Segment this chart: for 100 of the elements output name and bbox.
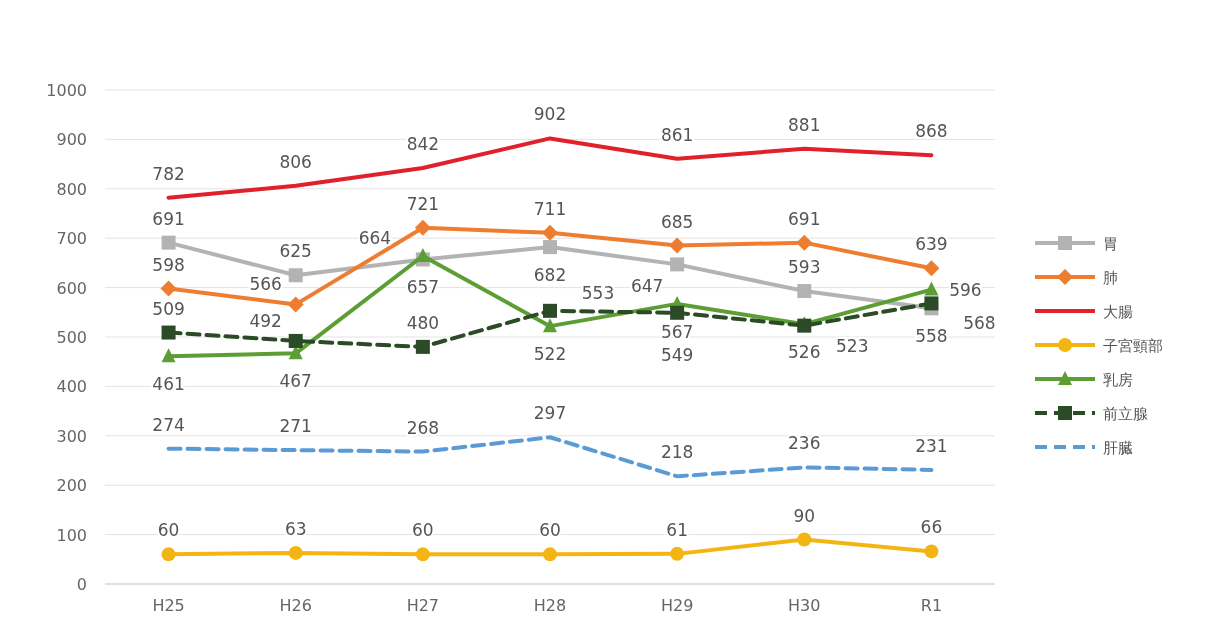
data-label: 568 — [963, 313, 996, 334]
data-label: 60 — [412, 520, 434, 541]
point — [670, 257, 685, 272]
point — [161, 325, 176, 340]
legend-label: 肝臓 — [1103, 439, 1133, 457]
data-label: 598 — [152, 254, 185, 275]
data-label: 625 — [279, 241, 312, 262]
data-label: 218 — [660, 442, 694, 463]
point — [924, 281, 939, 296]
x-tick-label: H29 — [660, 596, 694, 615]
point — [415, 339, 430, 354]
data-label: 549 — [660, 344, 694, 365]
x-tick-label: H30 — [788, 596, 821, 615]
data-label: 231 — [915, 435, 948, 456]
data-label: 657 — [406, 277, 440, 298]
data-label: 467 — [279, 371, 312, 392]
data-label: 492 — [249, 310, 282, 331]
point — [161, 348, 176, 363]
data-label: 461 — [152, 374, 185, 395]
y-tick-label: 500 — [56, 328, 87, 347]
point — [288, 268, 303, 283]
point — [288, 345, 303, 360]
point — [923, 260, 940, 277]
point — [543, 318, 557, 333]
point — [161, 547, 176, 562]
point — [796, 234, 813, 251]
data-label: 902 — [533, 104, 567, 125]
x-tick-label: H26 — [279, 596, 312, 615]
y-tick-label: 700 — [56, 229, 87, 249]
data-label: 63 — [284, 518, 307, 539]
point — [543, 240, 557, 255]
y-tick-label: 300 — [56, 426, 87, 446]
y-tick-label: 1000 — [46, 81, 87, 100]
point — [543, 303, 557, 318]
data-label: 596 — [949, 279, 982, 300]
data-label: 647 — [630, 276, 664, 297]
x-tick-label: H27 — [406, 596, 440, 615]
y-tick-label: 800 — [56, 179, 87, 199]
point — [670, 305, 685, 320]
point — [288, 333, 303, 348]
data-label: 567 — [660, 321, 694, 342]
data-label: 90 — [793, 505, 816, 526]
x-tick-label: R1 — [920, 596, 943, 615]
x-tick-label: H28 — [533, 596, 567, 615]
data-label: 782 — [152, 163, 185, 184]
point — [669, 237, 686, 254]
y-tick-label: 0 — [76, 575, 87, 594]
point — [670, 546, 685, 561]
y-tick-label: 400 — [56, 377, 87, 397]
legend-label: 子宮頸部 — [1103, 337, 1163, 355]
legend-label: 胃 — [1103, 235, 1118, 253]
point — [924, 544, 939, 559]
data-label: 842 — [406, 134, 440, 155]
data-label: 271 — [279, 416, 312, 437]
y-tick-label: 200 — [56, 476, 87, 496]
point — [415, 547, 430, 562]
legend-label: 乳房 — [1103, 371, 1133, 389]
data-label: 268 — [406, 417, 440, 438]
point — [543, 547, 557, 562]
data-label: 639 — [915, 234, 948, 255]
data-label: 523 — [836, 335, 869, 356]
data-label: 274 — [152, 414, 185, 435]
data-label: 526 — [788, 342, 821, 363]
y-tick-label: 100 — [56, 525, 87, 545]
data-label: 509 — [152, 298, 185, 319]
legend-label: 前立腺 — [1103, 405, 1148, 423]
data-label: 60 — [539, 520, 561, 541]
point — [797, 284, 812, 299]
data-label: 664 — [358, 227, 392, 248]
point — [287, 296, 304, 313]
point — [414, 219, 431, 236]
data-label: 566 — [249, 274, 282, 295]
data-label: 711 — [533, 198, 567, 219]
legend-label: 大腸 — [1103, 303, 1133, 321]
data-label: 868 — [915, 121, 948, 142]
data-label: 685 — [660, 211, 694, 232]
data-label: 691 — [152, 208, 185, 229]
y-tick-label: 600 — [56, 278, 87, 298]
data-label: 881 — [788, 114, 821, 135]
data-label: 691 — [788, 208, 821, 229]
data-label: 61 — [666, 519, 688, 540]
data-label: 806 — [279, 151, 312, 172]
point — [160, 280, 177, 297]
y-tick-label: 900 — [56, 130, 87, 150]
data-label: 66 — [920, 517, 943, 538]
data-label: 480 — [406, 312, 440, 333]
point — [161, 235, 176, 250]
point — [288, 545, 303, 560]
data-label: 593 — [788, 257, 821, 278]
data-label: 522 — [533, 344, 567, 365]
data-label: 682 — [533, 265, 567, 286]
legend-label: 肺 — [1103, 269, 1118, 287]
x-tick-label: H25 — [152, 596, 185, 615]
data-label: 861 — [660, 124, 694, 145]
point — [924, 296, 939, 311]
data-label: 60 — [157, 520, 180, 541]
data-label: 297 — [533, 403, 567, 424]
data-label: 553 — [581, 282, 615, 303]
data-label: 721 — [406, 193, 440, 214]
point — [542, 224, 558, 241]
